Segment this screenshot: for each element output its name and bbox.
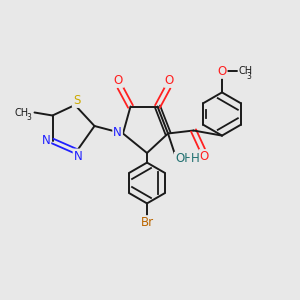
Text: 3: 3 — [26, 113, 31, 122]
Text: OH: OH — [175, 152, 193, 166]
Text: N: N — [113, 126, 122, 140]
Text: CH: CH — [238, 66, 253, 76]
Text: N: N — [74, 149, 82, 163]
Text: O: O — [200, 150, 208, 163]
Text: S: S — [73, 94, 80, 107]
Text: Br: Br — [140, 216, 154, 229]
Text: O: O — [218, 65, 226, 78]
Text: 3: 3 — [247, 72, 251, 81]
Text: CH: CH — [14, 107, 28, 118]
Text: O: O — [165, 74, 174, 87]
Text: H: H — [190, 152, 200, 166]
Text: O: O — [114, 74, 123, 87]
Text: N: N — [41, 134, 50, 148]
